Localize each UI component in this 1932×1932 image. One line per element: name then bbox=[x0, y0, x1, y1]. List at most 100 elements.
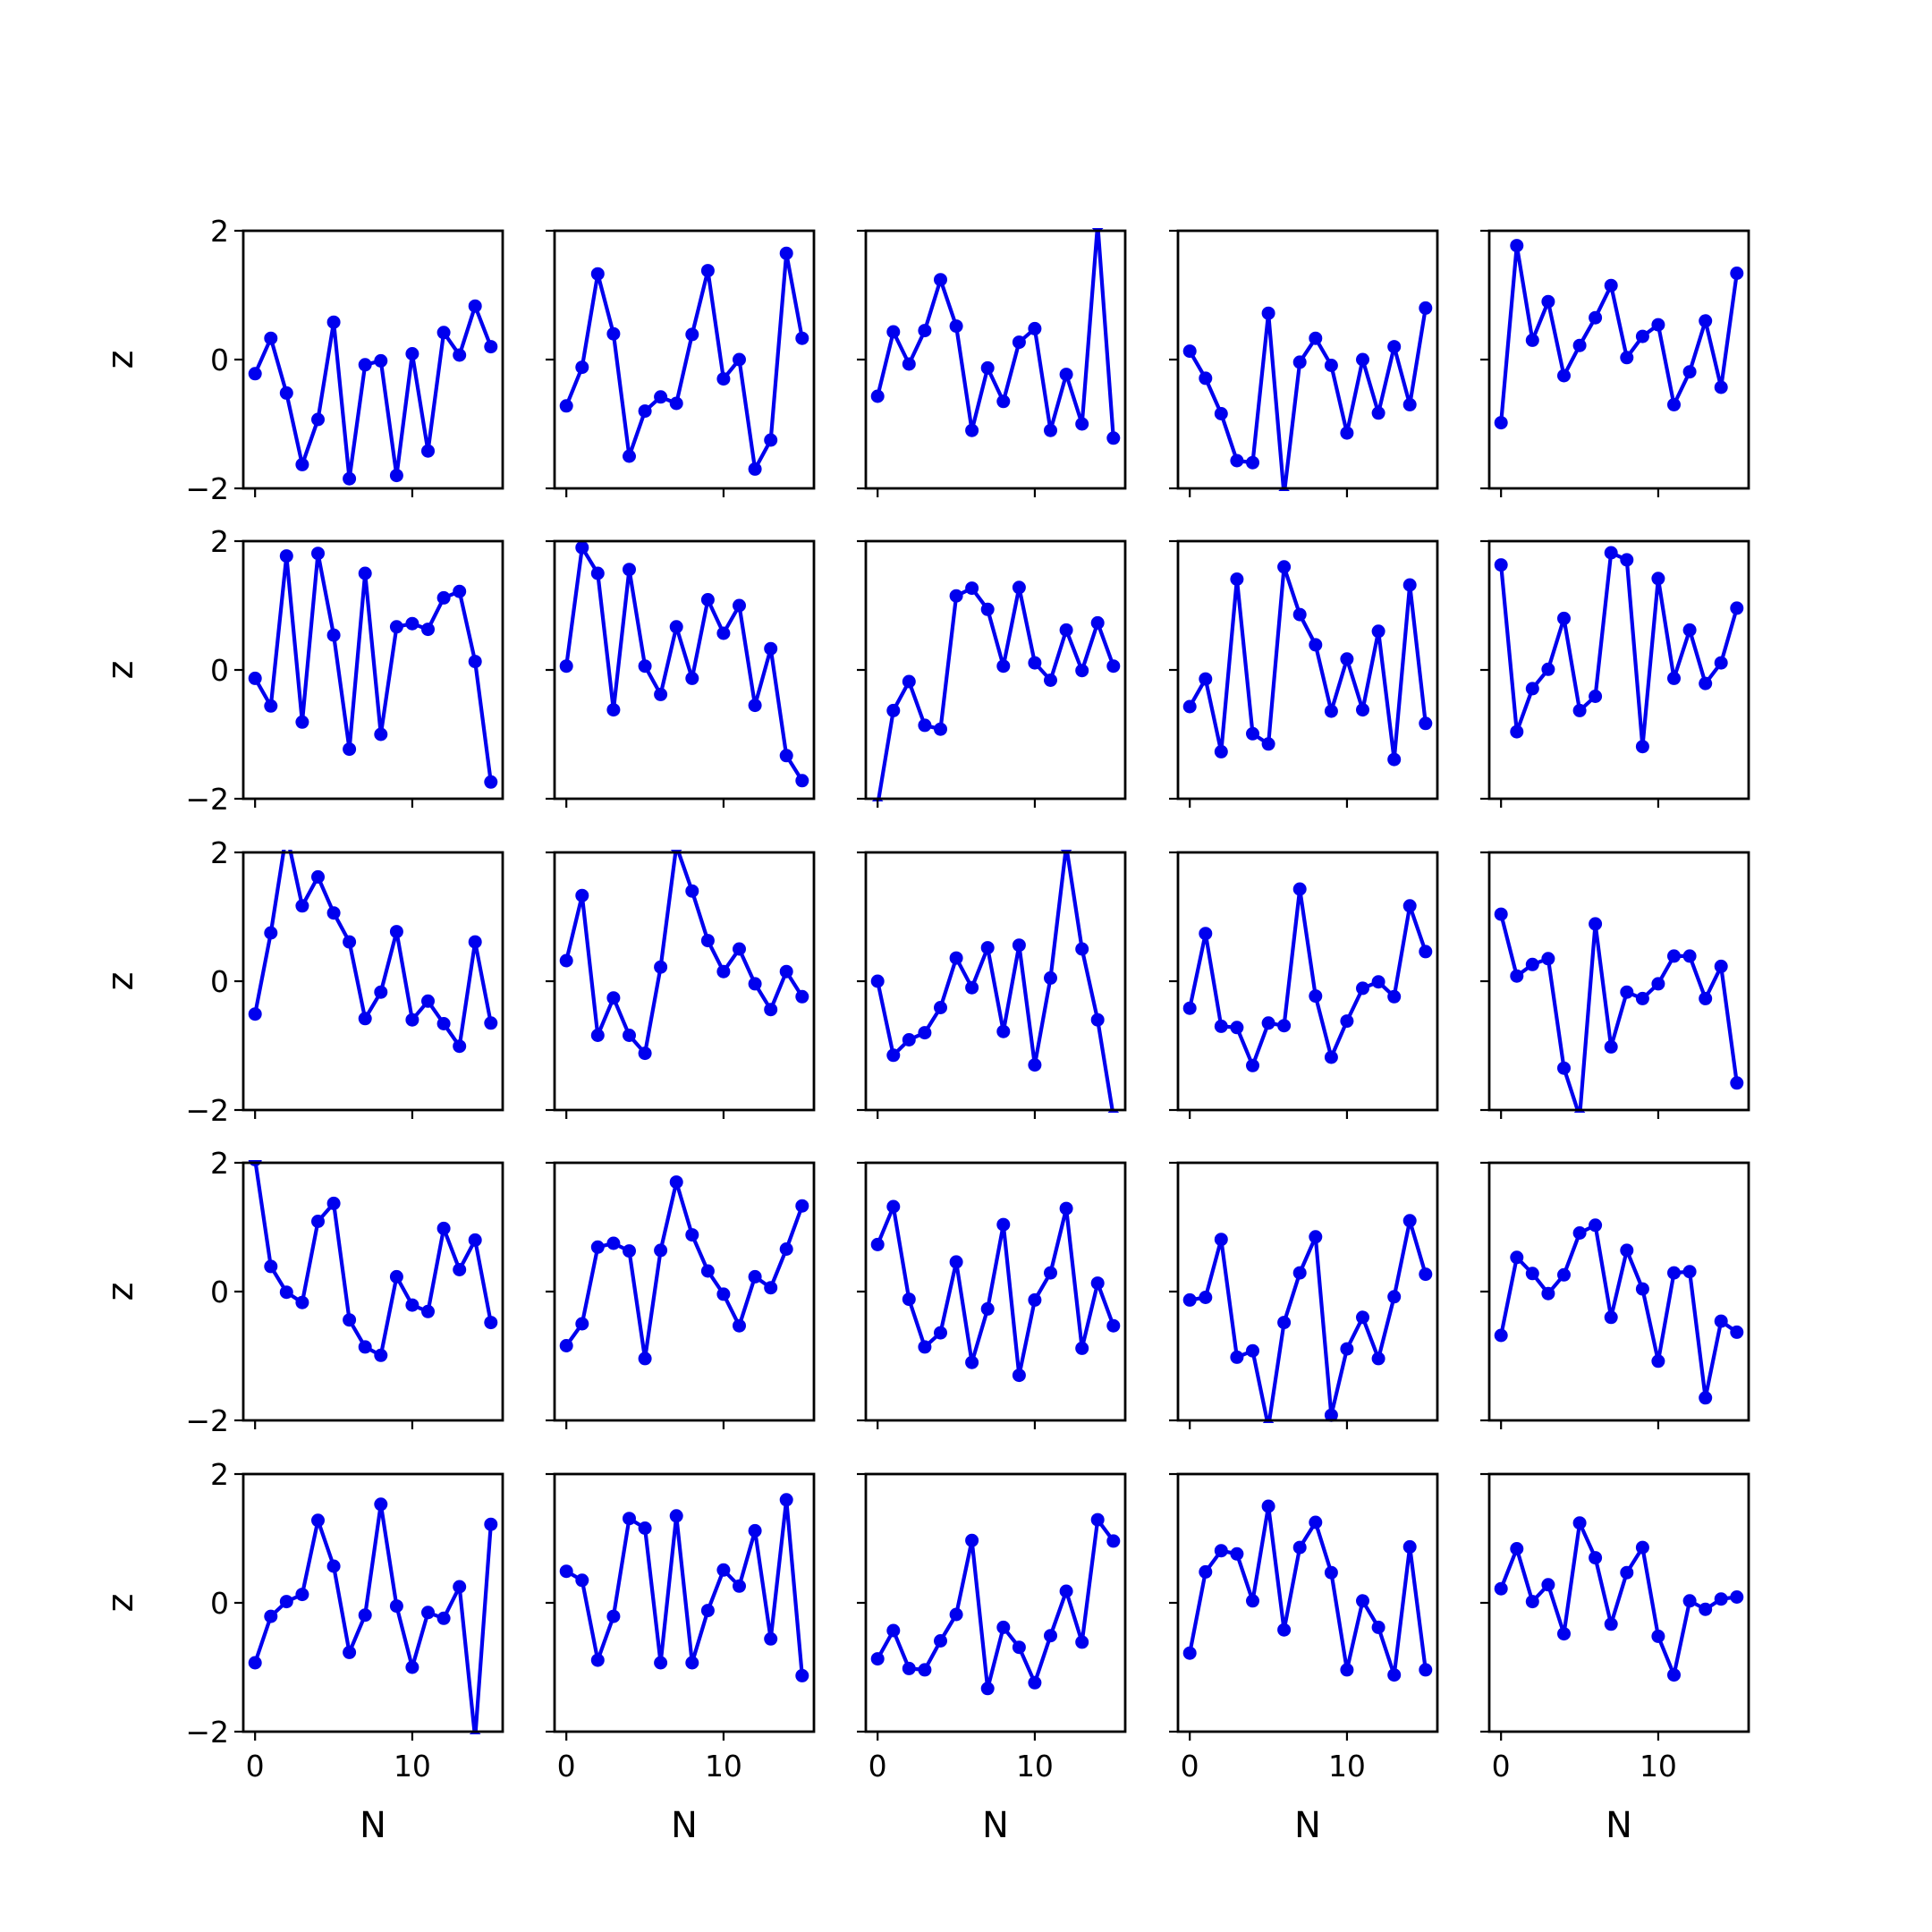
data-point-14 bbox=[1090, 1276, 1105, 1291]
x-axis-label: N bbox=[1294, 1805, 1321, 1846]
y-axis-label: z bbox=[100, 1283, 141, 1301]
y-tick-label: −2 bbox=[185, 471, 229, 506]
data-point-14 bbox=[1090, 615, 1105, 630]
data-point-1 bbox=[264, 926, 278, 940]
data-point-3 bbox=[918, 718, 932, 733]
data-point-15 bbox=[1107, 1109, 1120, 1113]
data-point-8 bbox=[374, 985, 388, 999]
series-line bbox=[1499, 550, 1739, 749]
data-point-14 bbox=[779, 1493, 793, 1507]
data-point-4 bbox=[1246, 1058, 1259, 1072]
data-point-15 bbox=[1730, 601, 1744, 615]
data-point-9 bbox=[1635, 1282, 1649, 1296]
series-group bbox=[870, 1513, 1121, 1696]
data-point-14 bbox=[468, 1233, 482, 1247]
data-point-0 bbox=[870, 1237, 885, 1251]
data-point-9 bbox=[700, 264, 715, 278]
data-point-2 bbox=[590, 1029, 605, 1042]
data-point-6 bbox=[1277, 1316, 1292, 1330]
data-point-5 bbox=[949, 1255, 963, 1269]
data-point-13 bbox=[453, 1039, 467, 1054]
data-point-11 bbox=[1044, 1629, 1057, 1643]
plot-frame bbox=[1176, 1161, 1439, 1422]
data-point-12 bbox=[436, 590, 451, 605]
series-group bbox=[559, 1493, 809, 1682]
data-point-10 bbox=[1651, 1629, 1665, 1643]
y-tick-label: −2 bbox=[185, 1403, 229, 1438]
series-line bbox=[1188, 308, 1428, 491]
data-point-0 bbox=[559, 1564, 573, 1579]
data-point-13 bbox=[1075, 1341, 1089, 1355]
series-line bbox=[876, 585, 1115, 801]
data-point-8 bbox=[1309, 1515, 1323, 1530]
data-point-0 bbox=[1182, 344, 1197, 359]
data-point-13 bbox=[1075, 417, 1089, 431]
data-point-14 bbox=[468, 935, 482, 949]
data-point-11 bbox=[733, 1318, 746, 1333]
data-point-14 bbox=[469, 1731, 481, 1734]
x-tick-label: 10 bbox=[1640, 1749, 1677, 1784]
data-point-5 bbox=[638, 1046, 652, 1061]
data-point-14 bbox=[779, 246, 793, 260]
data-point-9 bbox=[1012, 335, 1026, 350]
series-line bbox=[1188, 886, 1428, 1068]
data-point-11 bbox=[1667, 397, 1681, 411]
data-point-6 bbox=[1589, 917, 1603, 931]
panel-3-4 bbox=[1169, 851, 1439, 1119]
panel-2-3 bbox=[857, 539, 1127, 808]
panel-3-1: −2 0 2 z bbox=[100, 835, 504, 1128]
series-line bbox=[1188, 564, 1428, 762]
series-group bbox=[1494, 1218, 1744, 1405]
data-point-3 bbox=[606, 991, 621, 1005]
data-point-9 bbox=[1324, 704, 1338, 718]
data-point-14 bbox=[1090, 1013, 1105, 1027]
data-point-0 bbox=[248, 1160, 262, 1166]
data-point-1 bbox=[1510, 969, 1524, 983]
series-line bbox=[1499, 243, 1739, 423]
data-point-2 bbox=[902, 1033, 916, 1046]
data-point-1 bbox=[1510, 1250, 1524, 1265]
data-point-6 bbox=[343, 1313, 357, 1327]
data-point-5 bbox=[949, 589, 963, 603]
panel-5-3: 0 10N bbox=[857, 1472, 1127, 1846]
data-point-1 bbox=[1199, 1564, 1213, 1579]
data-point-10 bbox=[1028, 656, 1042, 670]
data-point-1 bbox=[886, 325, 901, 339]
data-point-10 bbox=[1340, 426, 1354, 440]
data-point-3 bbox=[918, 1340, 932, 1354]
data-point-1 bbox=[264, 1259, 278, 1274]
series-group bbox=[248, 299, 498, 486]
data-point-10 bbox=[1651, 1354, 1665, 1368]
data-point-12 bbox=[748, 462, 762, 476]
panel-4-1: −2 0 2 z bbox=[100, 1146, 504, 1438]
data-point-8 bbox=[374, 1497, 388, 1512]
data-point-8 bbox=[996, 1217, 1011, 1232]
data-point-7 bbox=[1292, 355, 1307, 369]
data-point-9 bbox=[389, 1269, 403, 1284]
panel-5-4: 0 10N bbox=[1169, 1472, 1439, 1846]
series-line bbox=[253, 1502, 493, 1734]
data-point-11 bbox=[733, 1579, 746, 1593]
data-point-11 bbox=[1667, 1668, 1681, 1682]
data-point-7 bbox=[1604, 1617, 1618, 1631]
panel-4-3 bbox=[857, 1161, 1127, 1429]
data-point-7 bbox=[980, 1682, 995, 1696]
x-tick-label: 0 bbox=[557, 1749, 576, 1784]
y-tick-label: 0 bbox=[210, 964, 229, 999]
data-point-6 bbox=[654, 687, 668, 701]
panel-1-3 bbox=[857, 228, 1127, 497]
data-point-10 bbox=[1651, 318, 1665, 332]
data-point-6 bbox=[343, 1645, 357, 1659]
data-point-6 bbox=[965, 980, 979, 995]
data-point-12 bbox=[1371, 1352, 1385, 1366]
data-point-10 bbox=[1651, 977, 1665, 991]
data-point-13 bbox=[453, 1263, 467, 1276]
data-point-10 bbox=[1028, 1058, 1042, 1072]
data-point-4 bbox=[1246, 1594, 1259, 1608]
panel-5-2: 0 10N bbox=[546, 1472, 816, 1846]
data-point-9 bbox=[389, 620, 403, 634]
x-tick-label: 10 bbox=[705, 1749, 742, 1784]
data-point-10 bbox=[1028, 1292, 1042, 1307]
data-point-3 bbox=[1230, 1546, 1244, 1561]
plot-frame bbox=[864, 1161, 1127, 1422]
